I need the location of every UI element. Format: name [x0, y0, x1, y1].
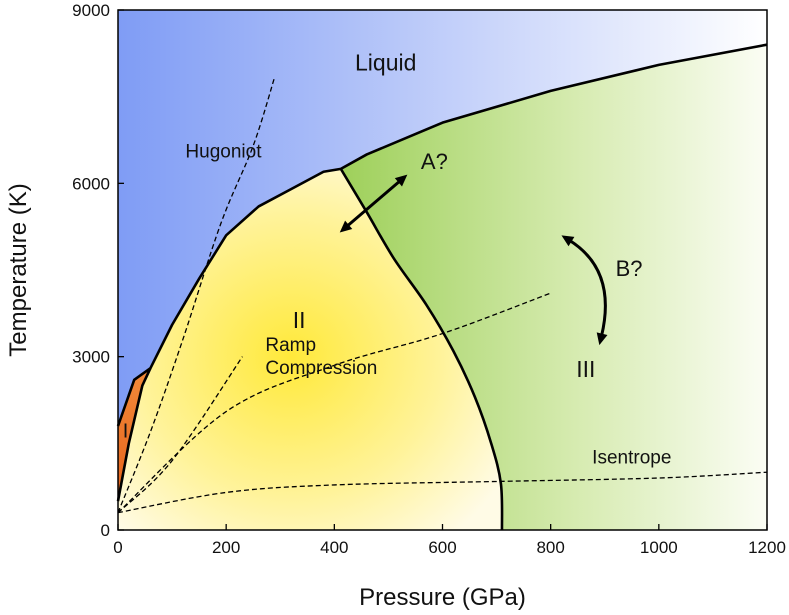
y-tick-label: 6000 — [72, 174, 110, 193]
y-axis-title: Temperature (K) — [5, 183, 32, 356]
arrow-a-head-start — [339, 220, 353, 233]
ramp-compression-label-line-2: Compression — [265, 358, 377, 379]
extra-isentrope-curve — [118, 356, 243, 514]
region-phase-ii — [118, 168, 502, 530]
region-fills — [118, 10, 767, 530]
region-label-liquid: Liquid — [355, 50, 416, 76]
y-tick-label: 0 — [101, 521, 110, 540]
dashed-curves — [118, 76, 767, 514]
annotation-a-label: A? — [421, 149, 448, 174]
x-tick-label: 600 — [428, 538, 456, 557]
x-axis-ticks: 0 200 400 600 800 1000 1200 — [113, 524, 786, 557]
arrow-b-head-start — [561, 235, 575, 247]
arrow-b-head-end — [596, 332, 608, 346]
annotations: A? B? — [339, 149, 643, 346]
y-tick-label: 9000 — [72, 1, 110, 20]
x-tick-label: 1200 — [748, 538, 786, 557]
hugoniot-curve — [118, 76, 276, 513]
ramp-compression-label-line-1: Ramp — [265, 335, 316, 356]
isentrope-curve — [118, 471, 767, 514]
arrow-a-head-end — [394, 174, 408, 187]
region-label-phase-ii: II — [293, 307, 306, 333]
region-label-phase-i: I — [123, 421, 129, 443]
region-phase-iii — [340, 44, 767, 530]
x-tick-label: 0 — [113, 538, 122, 557]
ramp-compression-curve — [118, 292, 551, 514]
x-tick-label: 800 — [536, 538, 564, 557]
phase-ii-iii-boundary — [339, 168, 504, 531]
annotation-b-label: B? — [616, 256, 643, 281]
x-tick-label: 400 — [320, 538, 348, 557]
curve-labels: Hugoniot Ramp Compression Isentrope — [185, 141, 671, 468]
phase-i-ii-boundary — [116, 367, 152, 502]
melt-curve — [116, 43, 768, 427]
x-tick-label: 200 — [212, 538, 240, 557]
isentrope-label: Isentrope — [592, 448, 671, 469]
arrow-a-double — [345, 179, 402, 228]
region-phase-i — [118, 368, 151, 530]
x-tick-label: 1000 — [640, 538, 678, 557]
y-axis-ticks: 0 3000 6000 9000 — [72, 1, 124, 540]
region-liquid — [118, 10, 767, 426]
hugoniot-label: Hugoniot — [185, 141, 262, 162]
phase-boundaries — [116, 43, 768, 531]
y-tick-label: 3000 — [72, 348, 110, 367]
region-label-phase-iii: III — [576, 356, 595, 382]
region-labels: Liquid I II III — [123, 50, 596, 443]
arrow-b-curved — [568, 238, 607, 337]
x-axis-title: Pressure (GPa) — [359, 584, 526, 611]
